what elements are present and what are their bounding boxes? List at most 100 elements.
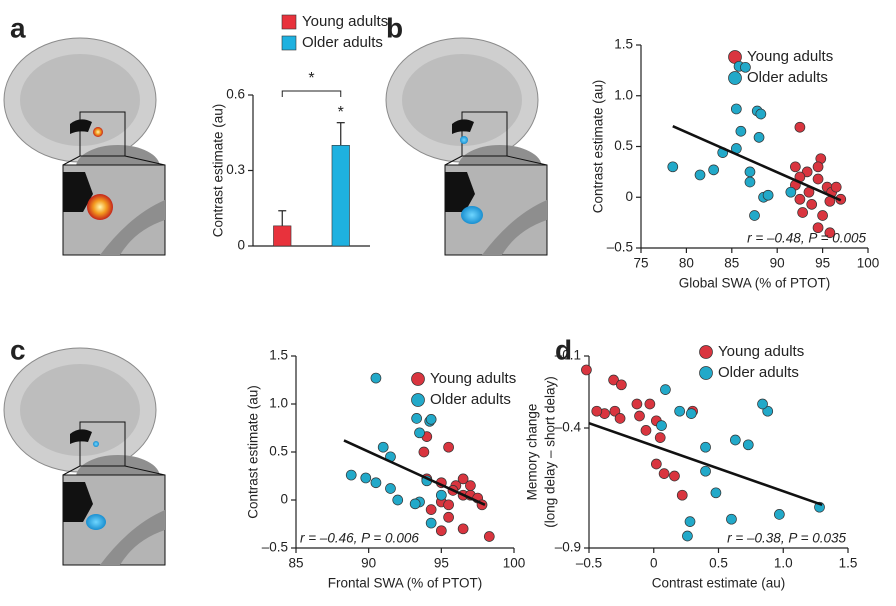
scatter-point [484, 531, 494, 541]
x-tick-label: 100 [503, 556, 526, 571]
x-tick-label: 100 [857, 256, 880, 271]
y-tick-label: 1.5 [269, 348, 288, 363]
stats-annotation: r = –0.38, P = 0.035 [727, 531, 846, 546]
scatter-point [458, 524, 468, 534]
scatter-point [701, 442, 711, 452]
legend-label: Older adults [718, 364, 799, 381]
legend-label: Young adults [430, 370, 516, 387]
scatter-point [415, 428, 425, 438]
legend-label: Young adults [302, 13, 388, 30]
scatter-point [668, 162, 678, 172]
scatter-point [371, 478, 381, 488]
scatter-point [419, 447, 429, 457]
y-axis-label: (long delay – short delay) [543, 376, 558, 528]
legend-marker [729, 72, 742, 85]
scatter-point [371, 373, 381, 383]
y-tick-label: –0.4 [555, 420, 582, 435]
scatter-point [655, 433, 665, 443]
legend-label: Older adults [430, 391, 511, 408]
scatter-point [695, 170, 705, 180]
legend-label: Older adults [747, 69, 828, 86]
scatter-point [740, 62, 750, 72]
y-tick-label: 1.5 [614, 37, 633, 52]
scatter-point [686, 409, 696, 419]
scatter-point [659, 469, 669, 479]
scatter-point [813, 174, 823, 184]
scatter-point [426, 505, 436, 515]
y-axis-label: Contrast estimate (au) [591, 80, 606, 214]
scatter-point [831, 182, 841, 192]
y-axis-label: Contrast estimate (au) [246, 385, 261, 519]
x-axis-label: Global SWA (% of PTOT) [679, 276, 831, 291]
legend-label: Older adults [302, 34, 383, 51]
scatter-point [736, 126, 746, 136]
scatter-point [750, 211, 760, 221]
significance-bracket [282, 91, 341, 97]
scatter-point [730, 435, 740, 445]
scatter-point [660, 385, 670, 395]
scatter-point [426, 518, 436, 528]
y-tick-label: 0 [237, 238, 245, 253]
y-tick-label: 0.3 [226, 162, 245, 177]
y-tick-label: –0.1 [555, 348, 581, 363]
scatter-point [592, 406, 602, 416]
scatter-point [645, 399, 655, 409]
legend-marker [412, 373, 425, 386]
scatter-point [711, 488, 721, 498]
y-tick-label: 0 [280, 492, 288, 507]
scatter-point [726, 514, 736, 524]
trend-line [589, 423, 822, 505]
scatter-point [657, 421, 667, 431]
scatter-point [701, 466, 711, 476]
scatter-point [436, 526, 446, 536]
scatter-point [426, 414, 436, 424]
y-tick-label: 0 [625, 189, 633, 204]
scatter-point [669, 471, 679, 481]
x-tick-label: 0.5 [709, 556, 728, 571]
scatter-point [346, 470, 356, 480]
legend-label: Young adults [747, 48, 833, 65]
y-tick-label: 0.5 [614, 138, 633, 153]
scatter-point [410, 499, 420, 509]
significance-star: * [338, 104, 344, 121]
x-tick-label: 1.0 [774, 556, 793, 571]
panel-letter: b [386, 12, 403, 43]
scatter-point [385, 483, 395, 493]
scatter-point [677, 490, 687, 500]
stats-annotation: r = –0.46, P = 0.006 [300, 531, 419, 546]
x-tick-label: 80 [679, 256, 694, 271]
legend-marker [700, 346, 713, 359]
y-tick-label: –0.9 [555, 540, 581, 555]
y-tick-label: 0.5 [269, 444, 288, 459]
brain-image-c [4, 348, 165, 565]
y-tick-label: –0.5 [262, 540, 288, 555]
scatter-point [635, 411, 645, 421]
scatter-point [795, 122, 805, 132]
scatter-point [743, 440, 753, 450]
stats-annotation: r = –0.48, P = 0.005 [747, 231, 866, 246]
scatter-point [651, 459, 661, 469]
scatter-point [756, 109, 766, 119]
y-axis-label: Memory change [525, 404, 540, 501]
scatter-point [709, 165, 719, 175]
scatter-point [436, 490, 446, 500]
scatter-point [393, 495, 403, 505]
legend-label: Young adults [718, 343, 804, 360]
bar [332, 145, 350, 246]
legend-marker [282, 36, 296, 50]
x-tick-label: 75 [633, 256, 648, 271]
bar [273, 226, 291, 246]
scatter-point [745, 167, 755, 177]
x-tick-label: 0 [650, 556, 658, 571]
x-tick-label: 95 [815, 256, 830, 271]
scatter-point [444, 500, 454, 510]
legend-marker [282, 15, 296, 29]
scatter-point [465, 481, 475, 491]
x-tick-label: 1.5 [839, 556, 858, 571]
scatter-point [774, 509, 784, 519]
legend-marker [700, 367, 713, 380]
x-axis-label: Contrast estimate (au) [652, 576, 786, 591]
scatter-point [682, 531, 692, 541]
scatter-point [412, 413, 422, 423]
x-tick-label: 85 [288, 556, 303, 571]
